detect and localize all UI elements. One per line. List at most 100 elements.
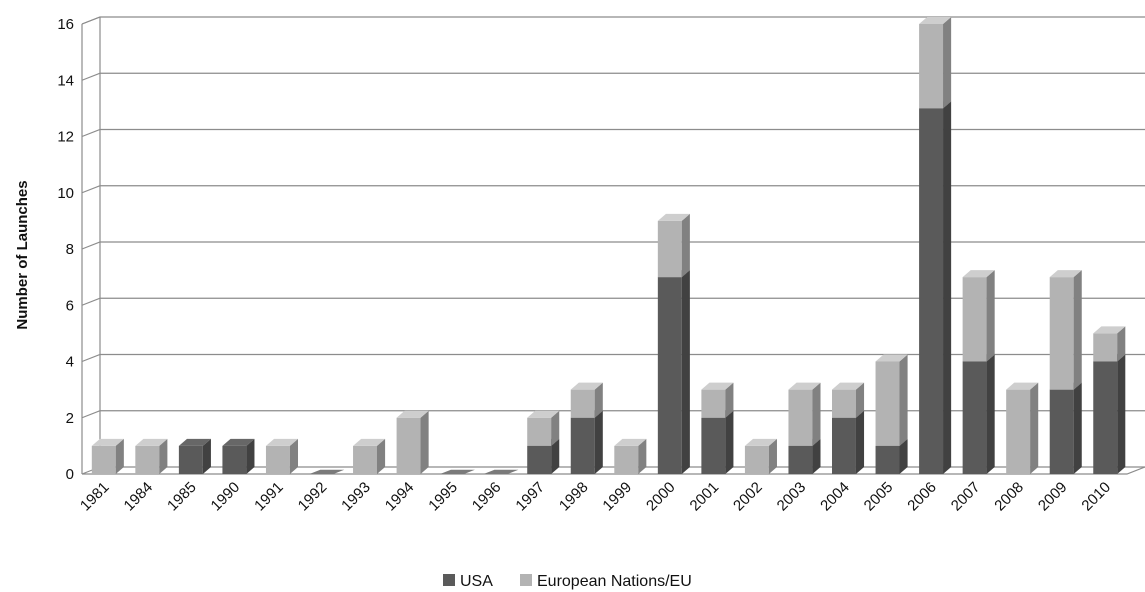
bar-top [91, 438, 124, 446]
bar-segment-eu-2010 [1093, 326, 1126, 362]
x-tick-label: 2007 [948, 479, 984, 515]
gridlines [81, 16, 1145, 419]
bar-group-2002 [744, 438, 777, 474]
x-tick-labels: 1981 1984 1985 1990 1991 1992 1993 1994 1995 1996… [77, 479, 1114, 515]
bar-segment-eu-2005 [875, 354, 908, 446]
bar-segment-eu-1997 [527, 410, 560, 446]
bar-top [1006, 382, 1039, 390]
bar-side [943, 101, 952, 474]
x-tick-label: 1998 [556, 479, 592, 515]
bar-side [899, 438, 908, 474]
bar-group-1999 [614, 438, 647, 474]
bar-segment-eu-2000 [657, 213, 690, 278]
x-tick-label: 1981 [77, 479, 113, 515]
bar-segment-eu-2006 [919, 17, 952, 109]
bar-front [527, 445, 552, 474]
gridline [81, 16, 1145, 25]
gridline [81, 72, 1145, 81]
x-tick-label: 2004 [817, 479, 853, 515]
bar-segment-eu-2002 [744, 438, 777, 474]
bar-side [638, 438, 647, 474]
bar-segment-eu-2008 [1006, 382, 1039, 474]
bar-top [1049, 270, 1082, 278]
legend-label-eu: European Nations/EU [537, 573, 692, 590]
bar-front [832, 417, 856, 474]
bar-front [875, 445, 900, 474]
bar-segment-usa-2006 [919, 101, 952, 474]
bar-front [657, 277, 682, 474]
bar-side [1030, 382, 1039, 474]
x-tick-label: 2008 [991, 479, 1027, 515]
bar-segment-eu-1999 [614, 438, 647, 474]
bar-group-2010 [1093, 326, 1126, 474]
bar-front [265, 445, 290, 474]
gridline [81, 297, 1145, 306]
bar-front [135, 445, 160, 474]
bar-side [289, 438, 299, 474]
bar-side [855, 382, 865, 418]
bar-segment-usa-2009 [1049, 382, 1082, 474]
bar-front [614, 445, 639, 474]
bar-front [657, 220, 682, 278]
y-axis-title: Number of Launches [14, 180, 31, 329]
bar-group-1994 [396, 410, 429, 474]
bar-segment-eu-2007 [962, 270, 995, 362]
bar-top [353, 438, 386, 446]
bar-front [396, 417, 421, 474]
bar-front [788, 445, 813, 474]
y-tick-label: 10 [57, 185, 74, 202]
bar-side [1073, 382, 1082, 474]
bar-top [832, 382, 865, 390]
bar-group-1992 [309, 469, 345, 474]
bar-front [353, 445, 377, 474]
legend-label-usa: USA [460, 573, 493, 590]
bar-front [701, 417, 726, 474]
bar-side [376, 438, 386, 474]
bar-segment-usa-1998 [570, 410, 603, 474]
legend-swatch-usa [443, 574, 455, 586]
bar-segment-usa-2010 [1093, 354, 1126, 474]
x-tick-label: 1997 [512, 479, 548, 515]
bar-front [1006, 389, 1031, 474]
bar-segment-eu-2009 [1049, 270, 1082, 390]
x-tick-label: 1996 [469, 479, 505, 515]
bar-group-1984 [135, 438, 168, 474]
bar-top [135, 438, 168, 446]
bar-group-1985 [178, 438, 211, 474]
bar-front [919, 24, 944, 109]
bar-side [725, 410, 734, 474]
x-tick-label: 1995 [425, 479, 461, 515]
gridline [81, 241, 1145, 250]
x-tick-label: 2006 [904, 479, 940, 515]
gridline [81, 185, 1145, 194]
bar-top [744, 438, 777, 446]
bars [91, 17, 1126, 474]
bar-group-2007 [962, 270, 995, 474]
bar-group-2001 [701, 382, 734, 474]
bar-group-1991 [265, 438, 299, 474]
bar-segment-eu-1994 [396, 410, 429, 474]
bar-group-1993 [353, 438, 386, 474]
x-tick-label: 2003 [774, 479, 810, 515]
x-tick-label: 2009 [1035, 479, 1071, 515]
bar-front [1093, 333, 1118, 362]
bar-group-1997 [527, 410, 560, 474]
bar-segment-eu-2004 [832, 382, 865, 418]
bar-front [1049, 389, 1074, 474]
bar-segment-eu-2001 [701, 382, 734, 418]
y-tick-label: 0 [66, 466, 74, 483]
bar-segment-eu-1993 [353, 438, 386, 474]
bar-side [943, 17, 952, 109]
x-tick-label: 2000 [643, 479, 679, 515]
x-tick-label: 2005 [861, 479, 897, 515]
bar-segment-eu-1984 [135, 438, 168, 474]
bar-front [962, 277, 987, 362]
bar-side [1117, 354, 1126, 474]
bar-empty [440, 469, 475, 474]
bar-side [1117, 326, 1126, 362]
bar-side [855, 410, 865, 474]
bar-empty [483, 469, 519, 474]
bar-front [962, 361, 987, 474]
bar-front [919, 108, 944, 474]
